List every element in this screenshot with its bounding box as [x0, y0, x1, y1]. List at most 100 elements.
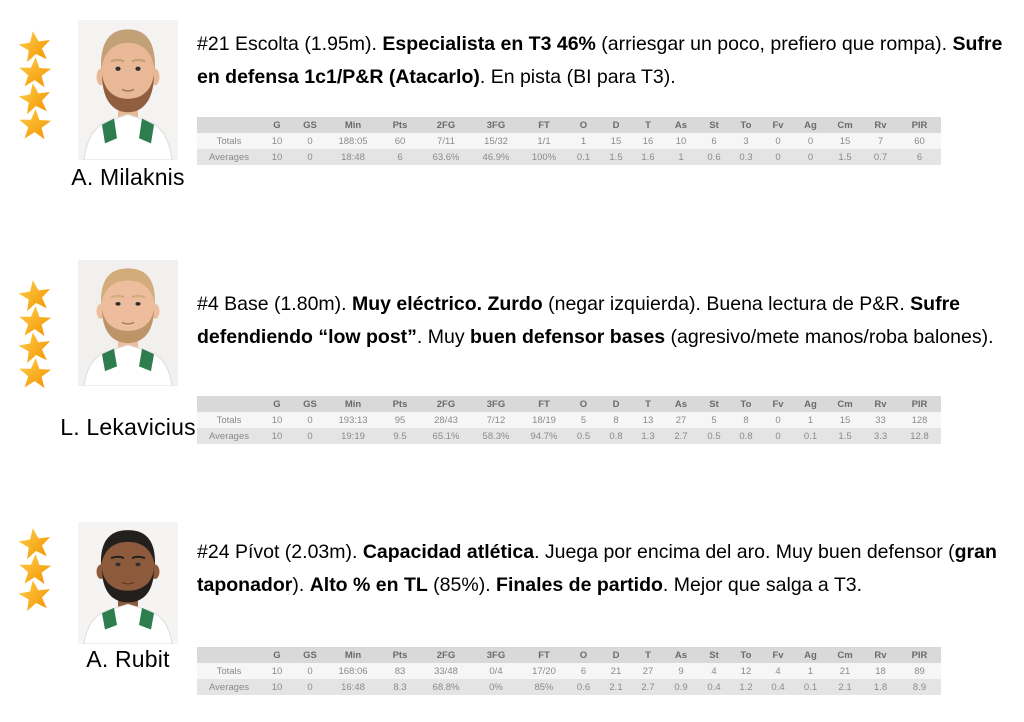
stats-cell: 12 [730, 663, 762, 679]
stats-cell: 16:48 [327, 679, 379, 695]
stats-cell: 0.3 [730, 149, 762, 165]
description-bold-text: Especialista en T3 46% [382, 33, 596, 55]
stats-cell: 18:48 [327, 149, 379, 165]
stats-cell: 0.7 [863, 149, 898, 165]
player-description: #24 Pívot (2.03m). Capacidad atlética. J… [197, 536, 1013, 602]
stats-column-header: Rv [863, 396, 898, 412]
description-bold-text: Finales de partido [496, 574, 663, 596]
stats-row-label: Totals [197, 412, 261, 428]
description-text: . Mejor que salga a T3. [662, 574, 863, 596]
stats-cell: 18/19 [521, 412, 567, 428]
stats-row: Averages 10 0 18:48 6 63.6% 46.9% 100% 0.1 1.5 1.6… [197, 149, 941, 165]
stats-cell: 0 [762, 428, 794, 444]
stats-cell: 0/4 [471, 663, 521, 679]
player-name: A. Milaknis [71, 164, 185, 190]
stats-cell: 15 [827, 412, 863, 428]
stats-cell: 65.1% [421, 428, 471, 444]
stats-cell: 6 [379, 149, 421, 165]
stats-cell: 0 [762, 412, 794, 428]
stats-row: Totals 10 0 193:13 95 28/43 7/12 18/19 5 8 13 27 5 8 0… [197, 412, 941, 428]
stats-cell: 0.6 [567, 679, 600, 695]
stats-cell: 1.5 [827, 149, 863, 165]
player-headshot [78, 522, 178, 644]
stats-cell: 0 [293, 412, 327, 428]
description-text: (85%). [427, 574, 497, 596]
description-text: #21 Escolta (1.95m). [197, 33, 383, 55]
player-section-rubit: A. Rubit #24 Pívot (2.03m). Capacidad at… [0, 519, 1024, 719]
stats-column-header: Pts [379, 396, 421, 412]
stats-column-header: Fv [762, 396, 794, 412]
stats-column-header [197, 647, 261, 663]
stats-cell: 7/11 [421, 133, 471, 149]
stats-cell: 9.5 [379, 428, 421, 444]
stats-cell: 33/48 [421, 663, 471, 679]
stats-cell: 60 [379, 133, 421, 149]
stats-cell: 18 [863, 663, 898, 679]
star-icon [19, 57, 52, 88]
star-icon [19, 109, 52, 140]
stats-cell: 15/32 [471, 133, 521, 149]
player-photo [78, 522, 178, 644]
stats-column-header: As [664, 396, 698, 412]
stats-cell: 0.1 [567, 149, 600, 165]
stats-cell: 0.9 [664, 679, 698, 695]
stats-cell: 21 [827, 663, 863, 679]
stats-cell: 12.8 [898, 428, 941, 444]
stats-column-header: Ag [794, 396, 827, 412]
stats-column-header: St [698, 117, 730, 133]
player-section-milaknis: A. Milaknis #21 Escolta (1.95m). Especia… [0, 14, 1024, 224]
stats-cell: 10 [261, 133, 293, 149]
player-name: A. Rubit [86, 646, 170, 672]
stats-row: Totals 10 0 188:05 60 7/11 15/32 1/1 1 15 16 10 6 3 0 0… [197, 133, 941, 149]
player-headshot [78, 20, 178, 160]
stats-cell: 10 [261, 663, 293, 679]
stats-column-header: Rv [863, 117, 898, 133]
stats-cell: 0.6 [698, 149, 730, 165]
player-photo [78, 260, 178, 386]
stats-cell: 1.5 [600, 149, 632, 165]
star-icon [19, 358, 52, 389]
stats-cell: 94.7% [521, 428, 567, 444]
stats-column-header: Cm [827, 647, 863, 663]
stats-cell: 1/1 [521, 133, 567, 149]
stats-column-header: Ag [794, 117, 827, 133]
stats-cell: 8 [600, 412, 632, 428]
description-text: . Muy [416, 326, 471, 348]
stats-column-header: GS [293, 117, 327, 133]
stats-cell: 46.9% [471, 149, 521, 165]
stats-cell: 5 [567, 412, 600, 428]
stats-column-header: Fv [762, 647, 794, 663]
stats-cell: 17/20 [521, 663, 567, 679]
stats-cell: 89 [898, 663, 941, 679]
player-section-lekavicius: L. Lekavicius #4 Base (1.80m). Muy eléct… [0, 257, 1024, 469]
stats-cell: 4 [762, 663, 794, 679]
stats-cell: 1.3 [632, 428, 664, 444]
stats-cell: 15 [600, 133, 632, 149]
player-name: L. Lekavicius [60, 414, 196, 440]
description-bold-text: Alto % en TL [309, 574, 428, 596]
stats-column-header: Pts [379, 117, 421, 133]
stats-cell: 83 [379, 663, 421, 679]
stats-cell: 0.8 [600, 428, 632, 444]
stats-cell: 13 [632, 412, 664, 428]
stats-cell: 7/12 [471, 412, 521, 428]
stats-column-header: FT [521, 117, 567, 133]
stats-cell: 10 [261, 412, 293, 428]
star-icon [18, 580, 51, 612]
stats-column-header: Fv [762, 117, 794, 133]
stats-cell: 193:13 [327, 412, 379, 428]
stats-cell: 27 [664, 412, 698, 428]
player-description: #21 Escolta (1.95m). Especialista en T3 … [197, 28, 1013, 94]
stats-cell: 0 [293, 663, 327, 679]
stats-cell: 2.7 [664, 428, 698, 444]
stats-header-row: G GS Min Pts 2FG 3FG FT O D T As St To Fv Ag Cm Rv PIR [197, 117, 941, 133]
stats-column-header: Min [327, 396, 379, 412]
stats-cell: 5 [698, 412, 730, 428]
stats-column-header: 3FG [471, 117, 521, 133]
stats-cell: 6 [898, 149, 941, 165]
stats-cell: 6 [567, 663, 600, 679]
stats-row-label: Totals [197, 133, 261, 149]
stats-column-header: To [730, 647, 762, 663]
stats-cell: 0 [794, 149, 827, 165]
stats-cell: 19:19 [327, 428, 379, 444]
